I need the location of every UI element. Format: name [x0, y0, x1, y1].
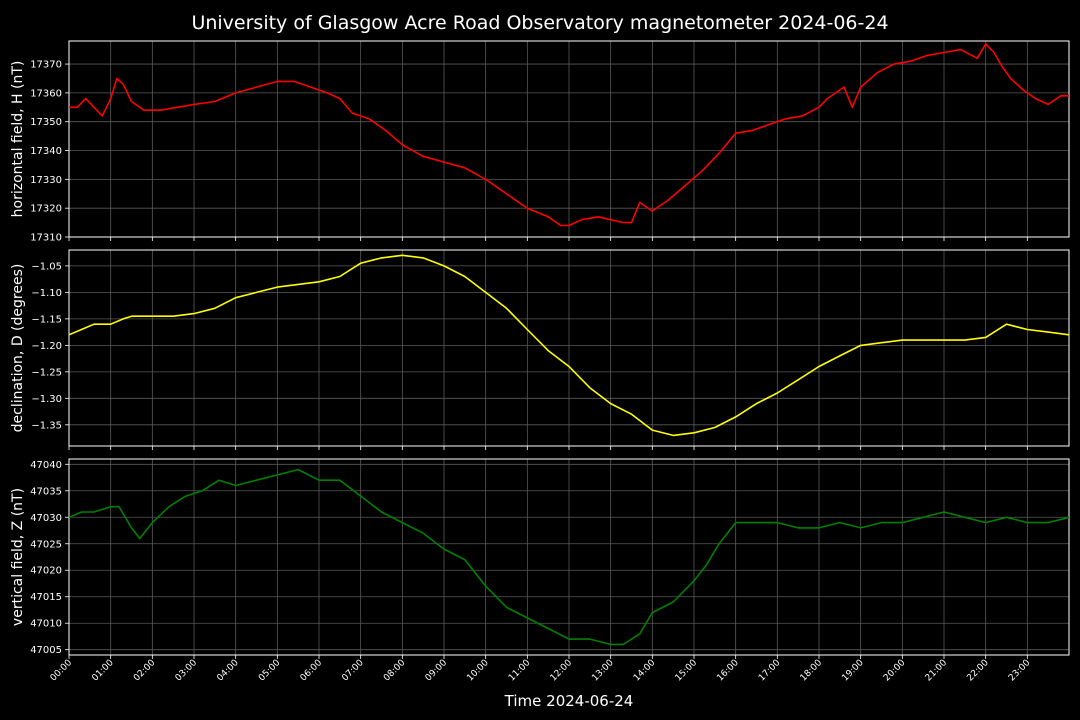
axes-frame: [68, 40, 1070, 238]
y-tick-label: 47010: [30, 619, 62, 630]
y-tick-label: −1.20: [31, 341, 62, 352]
y-tick-label: −1.05: [31, 261, 62, 272]
y-tick-label: 47005: [30, 645, 62, 656]
y-tick-label: 47030: [30, 513, 62, 524]
series-line: [69, 43, 1069, 227]
series-line: [68, 254, 1070, 437]
y-axis-label: vertical field, Z (nT): [10, 488, 26, 626]
x-axis-label: Time 2024-06-24: [504, 692, 634, 710]
y-tick-label: −1.10: [31, 288, 62, 299]
axes-frame: [68, 249, 1070, 447]
y-tick-label: −1.35: [31, 420, 62, 431]
y-tick-label: 17310: [30, 233, 62, 244]
y-tick-label: −1.15: [31, 314, 62, 325]
panel-1: 17310 17320 17330 17340 17350 17360 17370 horiz…: [10, 40, 1070, 244]
series-line: [68, 468, 1070, 646]
y-tick-label: −1.30: [31, 394, 62, 405]
y-tick-label: 17370: [30, 60, 62, 71]
axes-frame: [68, 458, 1070, 656]
y-tick-label: −1.25: [31, 367, 62, 378]
y-tick-label: 17340: [30, 146, 62, 157]
y-axis-label: horizontal field, H (nT): [10, 61, 26, 218]
y-tick-label: 47035: [30, 486, 62, 497]
y-tick-label: 17330: [30, 175, 62, 186]
y-tick-label: 17320: [30, 204, 62, 215]
y-tick-label: 47025: [30, 539, 62, 550]
panel-2: −1.35 −1.30 −1.25 −1.20 −1.15 −1.10 −1.05 decli…: [10, 249, 1070, 450]
y-tick-label: 17360: [30, 88, 62, 99]
chart-title: University of Glasgow Acre Road Observat…: [191, 12, 888, 34]
y-tick-label: 47020: [30, 566, 62, 577]
y-tick-label: 47015: [30, 592, 62, 603]
y-axis-label: declination, D (degrees): [10, 264, 26, 433]
y-tick-label: 47040: [30, 460, 62, 471]
y-tick-label: 17350: [30, 117, 62, 128]
